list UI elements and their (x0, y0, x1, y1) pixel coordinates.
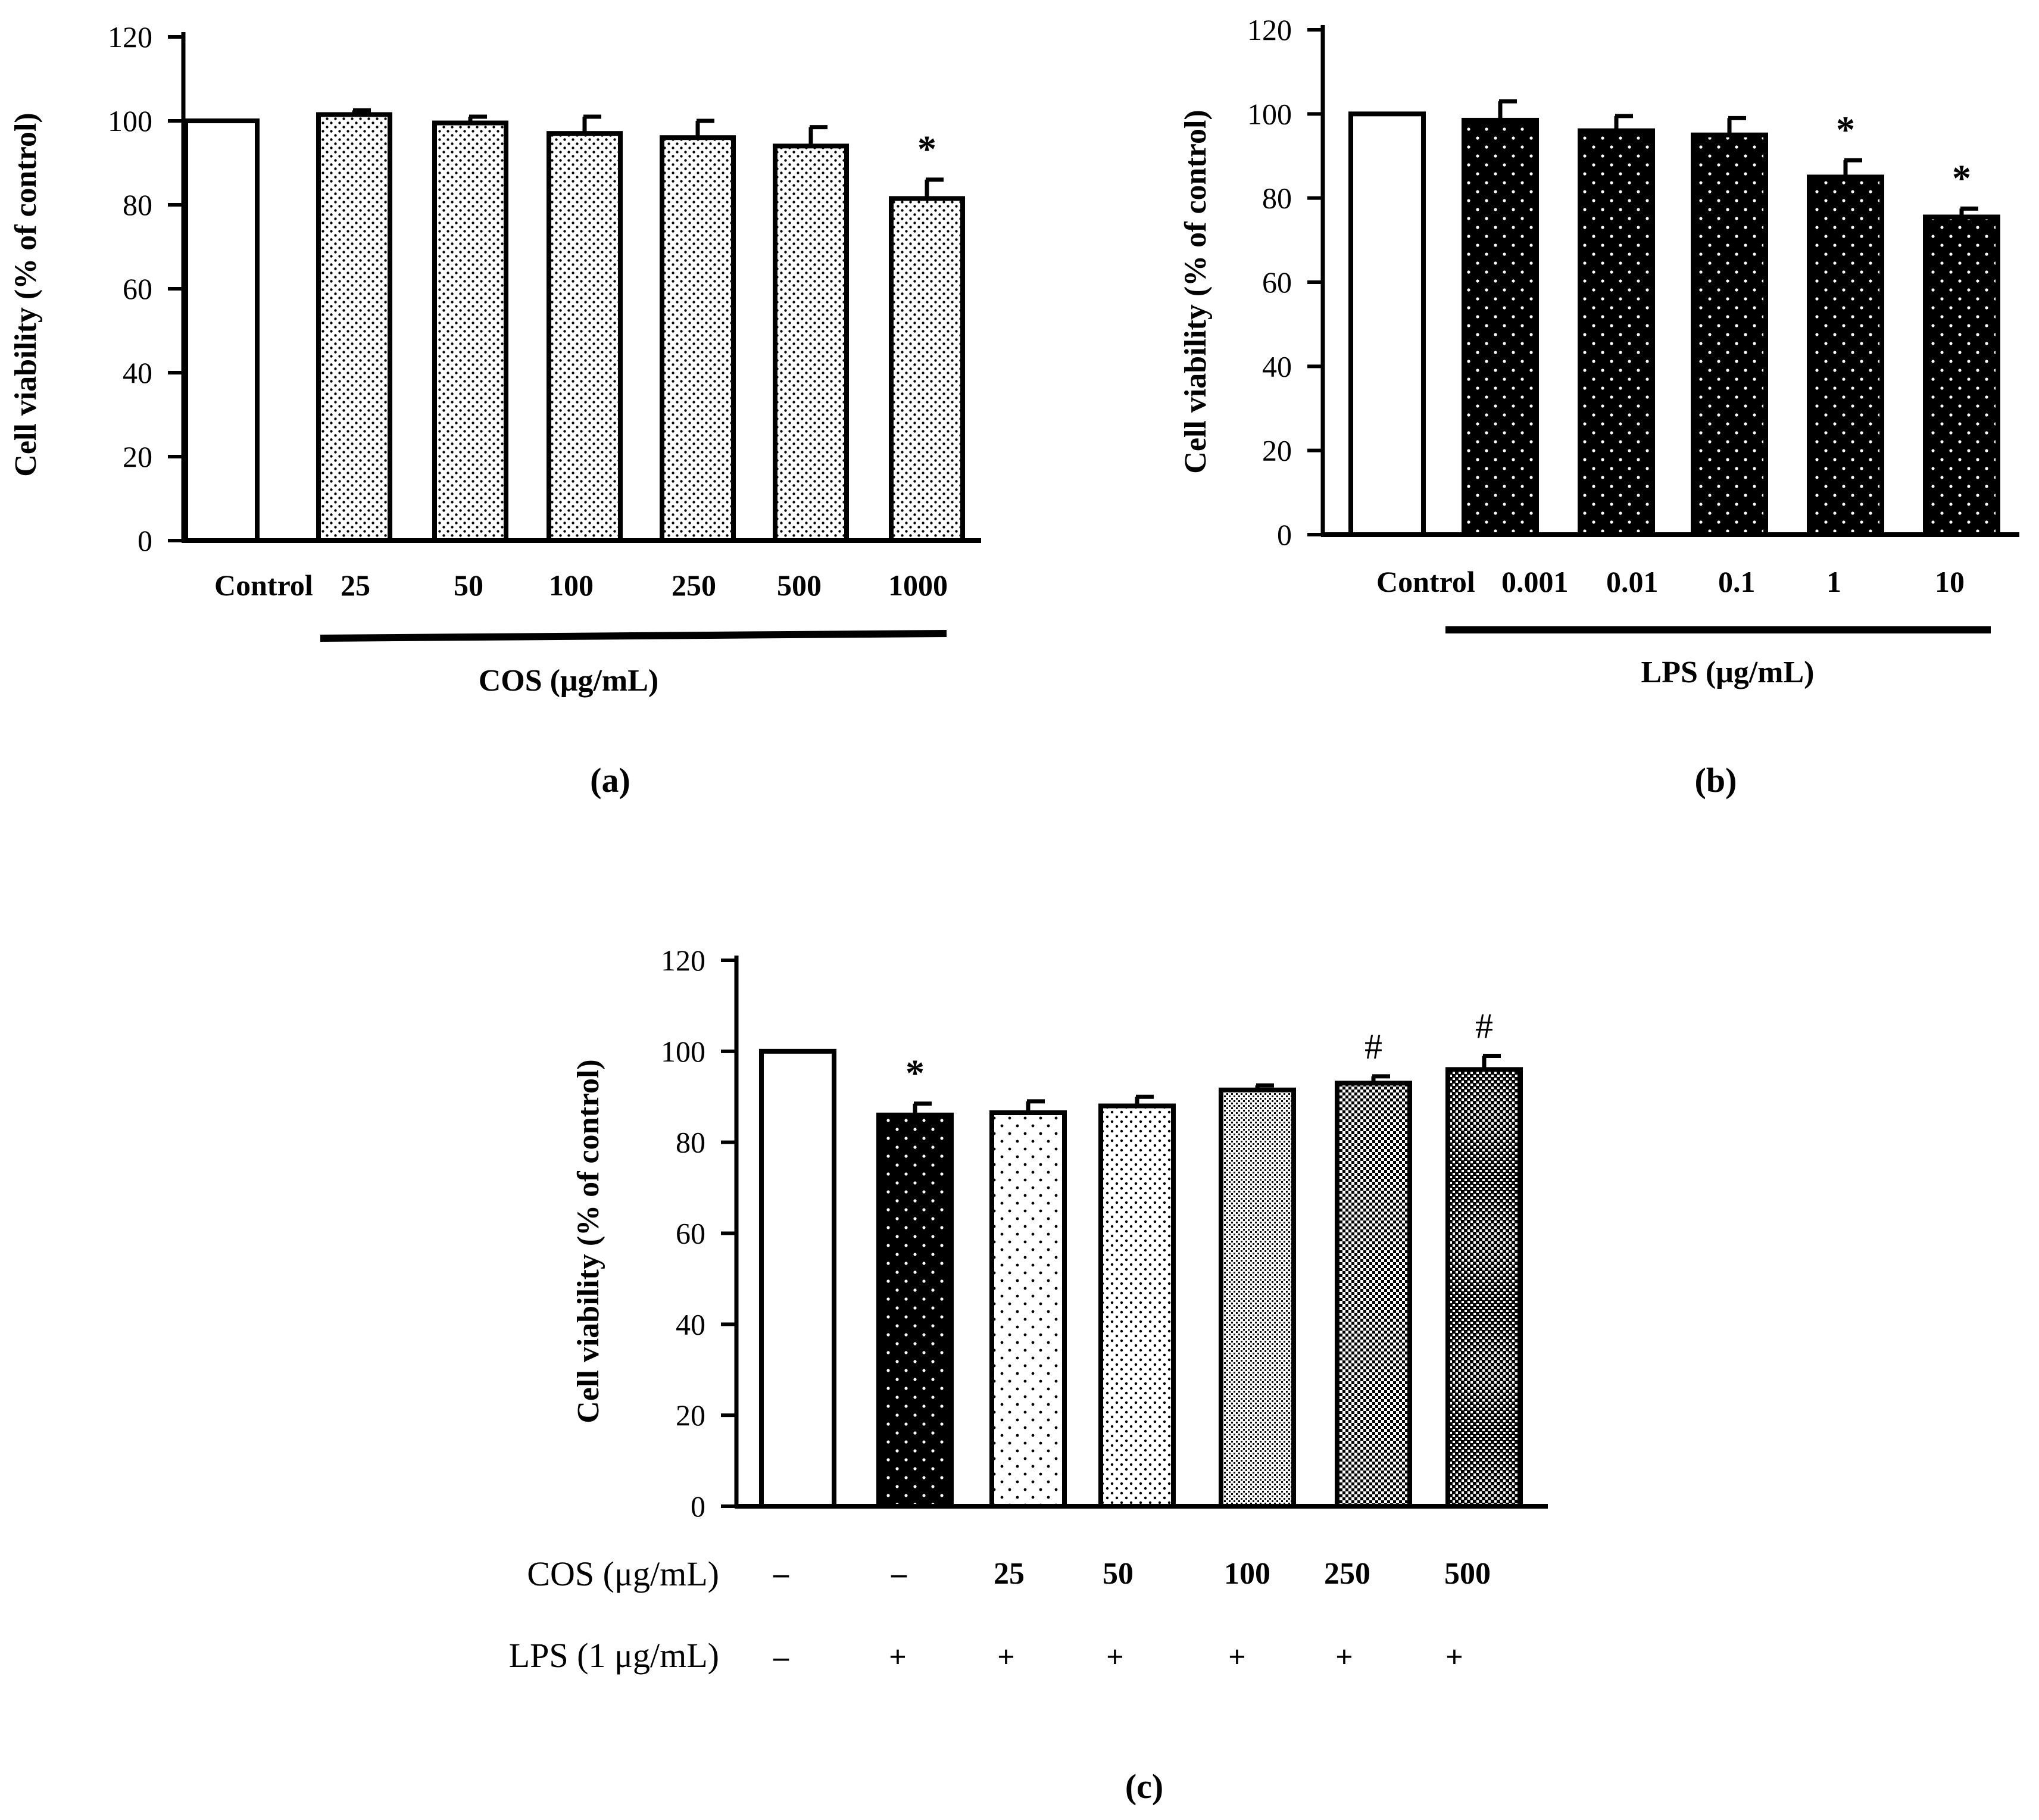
panel-b-bar (1923, 214, 2000, 537)
panel-c-cos-dose: – (891, 1557, 907, 1591)
panel-c-bar (1445, 1067, 1523, 1509)
panel-a-y-tick-label: 80 (123, 188, 152, 221)
panel-b-category-label: 0.01 (1606, 565, 1659, 598)
panel-b-bar (1578, 128, 1655, 538)
panel-a-y-tick-label: 60 (123, 272, 152, 305)
panel-a-category-label: 25 (341, 569, 370, 602)
panel-c-lps-dose: + (1228, 1640, 1246, 1674)
panel-c-cos-dose: 25 (994, 1557, 1025, 1591)
panel-a-y-tick-label: 40 (123, 356, 152, 389)
panel-c-cos-dose: 250 (1324, 1557, 1370, 1591)
panel-b-category-label: 0.001 (1501, 565, 1569, 598)
panel-b-category-label: Control (1376, 565, 1475, 598)
panel-a-label: (a) (590, 761, 630, 800)
panel-c-cos-dose: – (773, 1557, 789, 1591)
panel-a-y-axis-title: Cell viability (% of control) (9, 113, 43, 476)
panel-c-y-tick-label: 40 (676, 1307, 705, 1341)
panel-c-lps-dose: + (1106, 1640, 1124, 1674)
panel-b-y-axis-title: Cell viability (% of control) (1179, 110, 1213, 473)
panel-a-y-tick-label: 20 (123, 440, 152, 473)
panel-b-category-label: 10 (1935, 565, 1965, 598)
panel-c-y-tick-label: 120 (661, 944, 705, 977)
panel-c-y-tick-label: 20 (676, 1398, 705, 1432)
panel-b-y-tick-label: 60 (1262, 266, 1292, 299)
panel-a-group-label: COS (μg/mL) (479, 664, 658, 698)
panel-a-chart: Cell viability (% of control) 0 20 40 60 80 1… (9, 20, 981, 800)
panel-a-y-tick-label: 0 (138, 524, 152, 557)
panel-a-bar (660, 135, 736, 543)
panel-c-y-tick-label: 100 (661, 1035, 705, 1068)
panel-a-bar (183, 118, 260, 543)
panel-b-group-label: LPS (μg/mL) (1641, 655, 1815, 689)
panel-c-significance-marker: # (1364, 1027, 1382, 1066)
panel-c-y-tick-label: 60 (676, 1217, 705, 1250)
panel-c-lps-dose: + (889, 1640, 907, 1674)
panel-b-significance-marker: * (1836, 108, 1855, 151)
panel-a-bar (547, 131, 623, 543)
panel-b-bar (1348, 111, 1426, 538)
panel-b-y-tick-label: 100 (1247, 97, 1292, 130)
panel-a-category-label: 1000 (888, 569, 948, 602)
panel-b-bar (1807, 174, 1884, 538)
panel-c-bar (989, 1110, 1067, 1509)
panel-a-y-tick-label: 120 (108, 20, 152, 54)
panel-b-y-tick-label: 80 (1262, 182, 1292, 215)
panel-b-y-tick-label: 120 (1247, 13, 1292, 46)
panel-b-y-tick-label: 20 (1262, 434, 1292, 467)
panel-b-category-label: 1 (1826, 565, 1841, 598)
panel-a-category-label: 250 (672, 569, 716, 602)
panel-b-chart: Cell viability (% of control) 0 20 40 60 80 1… (1179, 13, 2019, 800)
panel-c-cos-dose: 500 (1444, 1557, 1491, 1591)
panel-c-cos-dose: 100 (1224, 1557, 1270, 1591)
panel-c-label: (c) (1125, 1767, 1163, 1806)
panel-a-category-label: 50 (454, 569, 483, 602)
panel-c-cos-dose: 50 (1103, 1557, 1134, 1591)
panel-b-bar (1691, 132, 1768, 537)
panel-c-bar (876, 1112, 954, 1509)
panel-b-y-tick-label: 40 (1262, 349, 1292, 383)
panel-c-bar (1335, 1081, 1412, 1509)
panel-c-significance-marker: * (905, 1052, 925, 1094)
panel-c-row-label-lps: LPS (1 μg/mL) (509, 1636, 719, 1675)
panel-c-chart: Cell viability (% of control) 0 20 40 60 80 1… (509, 944, 1548, 1806)
panel-c-bar (759, 1048, 836, 1509)
panel-c-bar (1219, 1087, 1296, 1509)
panel-c-lps-dose: + (997, 1640, 1015, 1674)
panel-a-bar (889, 196, 965, 543)
panel-a-category-label: 500 (777, 569, 822, 602)
panel-c-y-tick-label: 0 (691, 1490, 705, 1523)
panel-b-category-label: 0.1 (1718, 565, 1756, 598)
panel-c-significance-marker: # (1475, 1006, 1493, 1045)
panel-b-y-tick-label: 0 (1277, 518, 1292, 551)
panel-c-row-label-cos: COS (μg/mL) (527, 1554, 719, 1593)
panel-c-y-tick-label: 80 (676, 1126, 705, 1159)
panel-a-bar (432, 120, 508, 543)
panel-a-significance-marker: * (917, 128, 936, 170)
panel-a-y-tick-label: 100 (108, 104, 152, 138)
panel-a-category-label: Control (214, 569, 313, 602)
panel-b-bar (1462, 117, 1539, 537)
panel-c-lps-dose: + (1445, 1640, 1463, 1674)
panel-c-lps-dose: + (1335, 1640, 1353, 1674)
panel-a-category-label: 100 (549, 569, 594, 602)
panel-b-label: (b) (1695, 761, 1737, 800)
panel-c-bar (1098, 1103, 1176, 1509)
panel-a-bar (316, 112, 392, 544)
panel-c-lps-dose: – (773, 1640, 789, 1674)
panel-c-y-axis-title: Cell viability (% of control) (572, 1059, 605, 1423)
panel-b-significance-marker: * (1952, 157, 1971, 199)
panel-a-bar (773, 143, 849, 544)
panel-a-group-underline (320, 630, 947, 642)
